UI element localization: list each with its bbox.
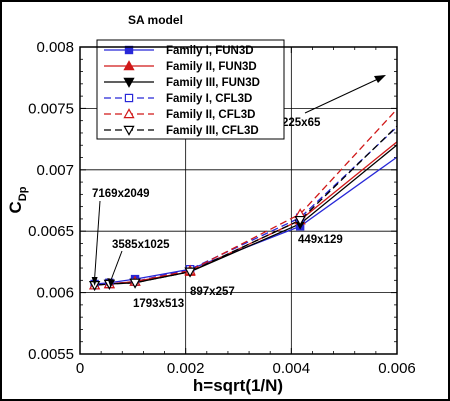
annotation-arrowhead: [91, 277, 98, 286]
y-tick-label: 0.007: [36, 162, 74, 179]
legend-entry-label: Family III, CFL3D: [166, 125, 259, 137]
series-marker: [124, 93, 134, 103]
y-tick-label: 0.0055: [28, 346, 74, 363]
legend-entry-label: Family I, FUN3D: [166, 45, 254, 57]
legend-entry-label: Family II, FUN3D: [166, 61, 257, 73]
x-tick-label: 0.004: [273, 360, 311, 377]
series-marker: [184, 267, 196, 278]
legend-box: [96, 39, 285, 140]
x-tick-label: 0.002: [167, 360, 205, 377]
annotation-label: 449x129: [298, 234, 343, 246]
annotation-label: 1793x513: [133, 298, 184, 310]
annotation-label: 7169x2049: [92, 188, 150, 200]
legend-entry-label: Family II, CFL3D: [166, 109, 255, 121]
legend: Family I, FUN3D Family II, FUN3D Family II…: [96, 39, 285, 140]
x-axis-label: h=sqrt(1/N): [193, 376, 283, 395]
x-tick-label: 0: [76, 360, 84, 377]
series-marker: [123, 60, 135, 71]
chart-title: SA model: [128, 13, 183, 27]
y-axis-label-sub: Dp: [17, 186, 29, 201]
series-marker: [129, 278, 141, 289]
y-axis-label-main: C: [6, 201, 25, 213]
y-tick-label: 0.008: [36, 39, 74, 56]
y-axis-label: CDp: [6, 186, 29, 213]
annotation-arrowhead: [107, 278, 115, 287]
x-tick-label: 0.006: [378, 360, 416, 377]
legend-entry-label: Family I, CFL3D: [166, 93, 252, 105]
annotation-arrow: [94, 200, 101, 279]
series-marker: [123, 77, 135, 88]
series-marker: [123, 125, 135, 136]
series-marker: [294, 215, 306, 226]
y-tick-label: 0.006: [36, 285, 74, 302]
annotation-label: 225x65: [282, 117, 321, 129]
annotation-label: 3585x1025: [112, 239, 170, 251]
y-tick-label: 0.0075: [28, 100, 74, 117]
y-tick-label: 0.0065: [28, 223, 74, 240]
annotation-arrowhead: [374, 75, 386, 83]
annotation-arrow: [110, 250, 123, 280]
legend-entry-label: Family III, FUN3D: [166, 77, 260, 89]
annotation-arrow: [304, 78, 379, 114]
x-tick-labels: 0 0.002 0.004 0.006: [76, 360, 416, 377]
y-tick-labels: 0.0055 0.006 0.0065 0.007 0.0075 0.008: [28, 39, 74, 363]
series-layer: [89, 108, 397, 292]
grid-lines: [80, 47, 397, 354]
series-marker: [123, 108, 135, 119]
plot-frame: [79, 46, 398, 355]
annotation-layer: 7169x2049 3585x1025 1793x513 897x257 449x129…: [91, 75, 386, 310]
annotation-label: 897x257: [190, 286, 235, 298]
